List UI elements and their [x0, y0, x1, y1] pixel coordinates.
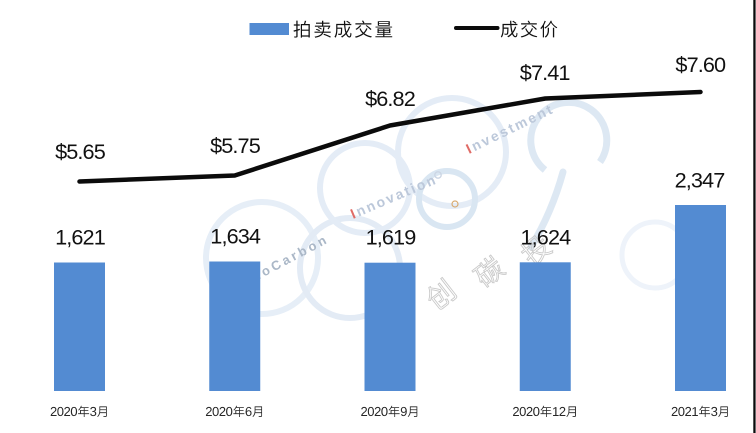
svg-text:$5.65: $5.65 [55, 139, 106, 164]
svg-text:$7.41: $7.41 [520, 60, 570, 85]
svg-text:1,619: 1,619 [366, 225, 417, 250]
svg-text:1,634: 1,634 [210, 224, 261, 249]
svg-text:1,624: 1,624 [521, 224, 572, 249]
svg-text:$6.82: $6.82 [365, 86, 415, 111]
svg-text:$5.75: $5.75 [210, 133, 261, 158]
svg-text:1,621: 1,621 [55, 225, 105, 250]
svg-text:$7.60: $7.60 [675, 52, 726, 77]
svg-text:2,347: 2,347 [675, 168, 725, 193]
